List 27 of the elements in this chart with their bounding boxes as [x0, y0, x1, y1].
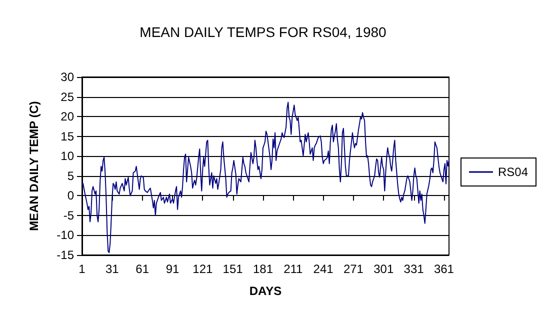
x-tick-label: 31 [105, 262, 120, 276]
x-tick-label: 61 [136, 262, 150, 276]
y-tick-label: -5 [63, 208, 74, 222]
x-tick-label: 301 [374, 262, 394, 276]
legend-label: RS04 [498, 165, 528, 179]
x-tick-label: 1 [78, 262, 86, 276]
x-tick-label: 181 [252, 262, 274, 276]
x-tick-label: 91 [166, 262, 180, 276]
y-tick-label: 15 [60, 129, 74, 144]
x-tick-label: 241 [313, 262, 334, 276]
x-tick-label: 121 [192, 262, 213, 276]
x-tick-label: 331 [404, 262, 424, 276]
y-tick-label: -10 [56, 228, 74, 242]
chart-title: MEAN DAILY TEMPS FOR RS04, 1980 [140, 24, 387, 40]
y-tick-label: 30 [60, 70, 74, 84]
x-tick-label: 211 [284, 262, 304, 276]
y-tick-label: 5 [67, 168, 74, 183]
x-tick-label: 361 [434, 262, 454, 276]
y-tick-label: -15 [56, 248, 74, 262]
x-tick-label: 271 [343, 262, 364, 276]
y-axis-title: MEAN DAILY TEMP (C) [27, 101, 41, 231]
y-tick-label: 0 [67, 188, 74, 203]
y-tick-label: 25 [60, 90, 74, 104]
y-tick-label: 20 [60, 110, 74, 124]
x-tick-label: 151 [222, 262, 244, 276]
y-tick-label: 10 [60, 149, 74, 164]
x-axis-title: DAYS [249, 284, 282, 298]
